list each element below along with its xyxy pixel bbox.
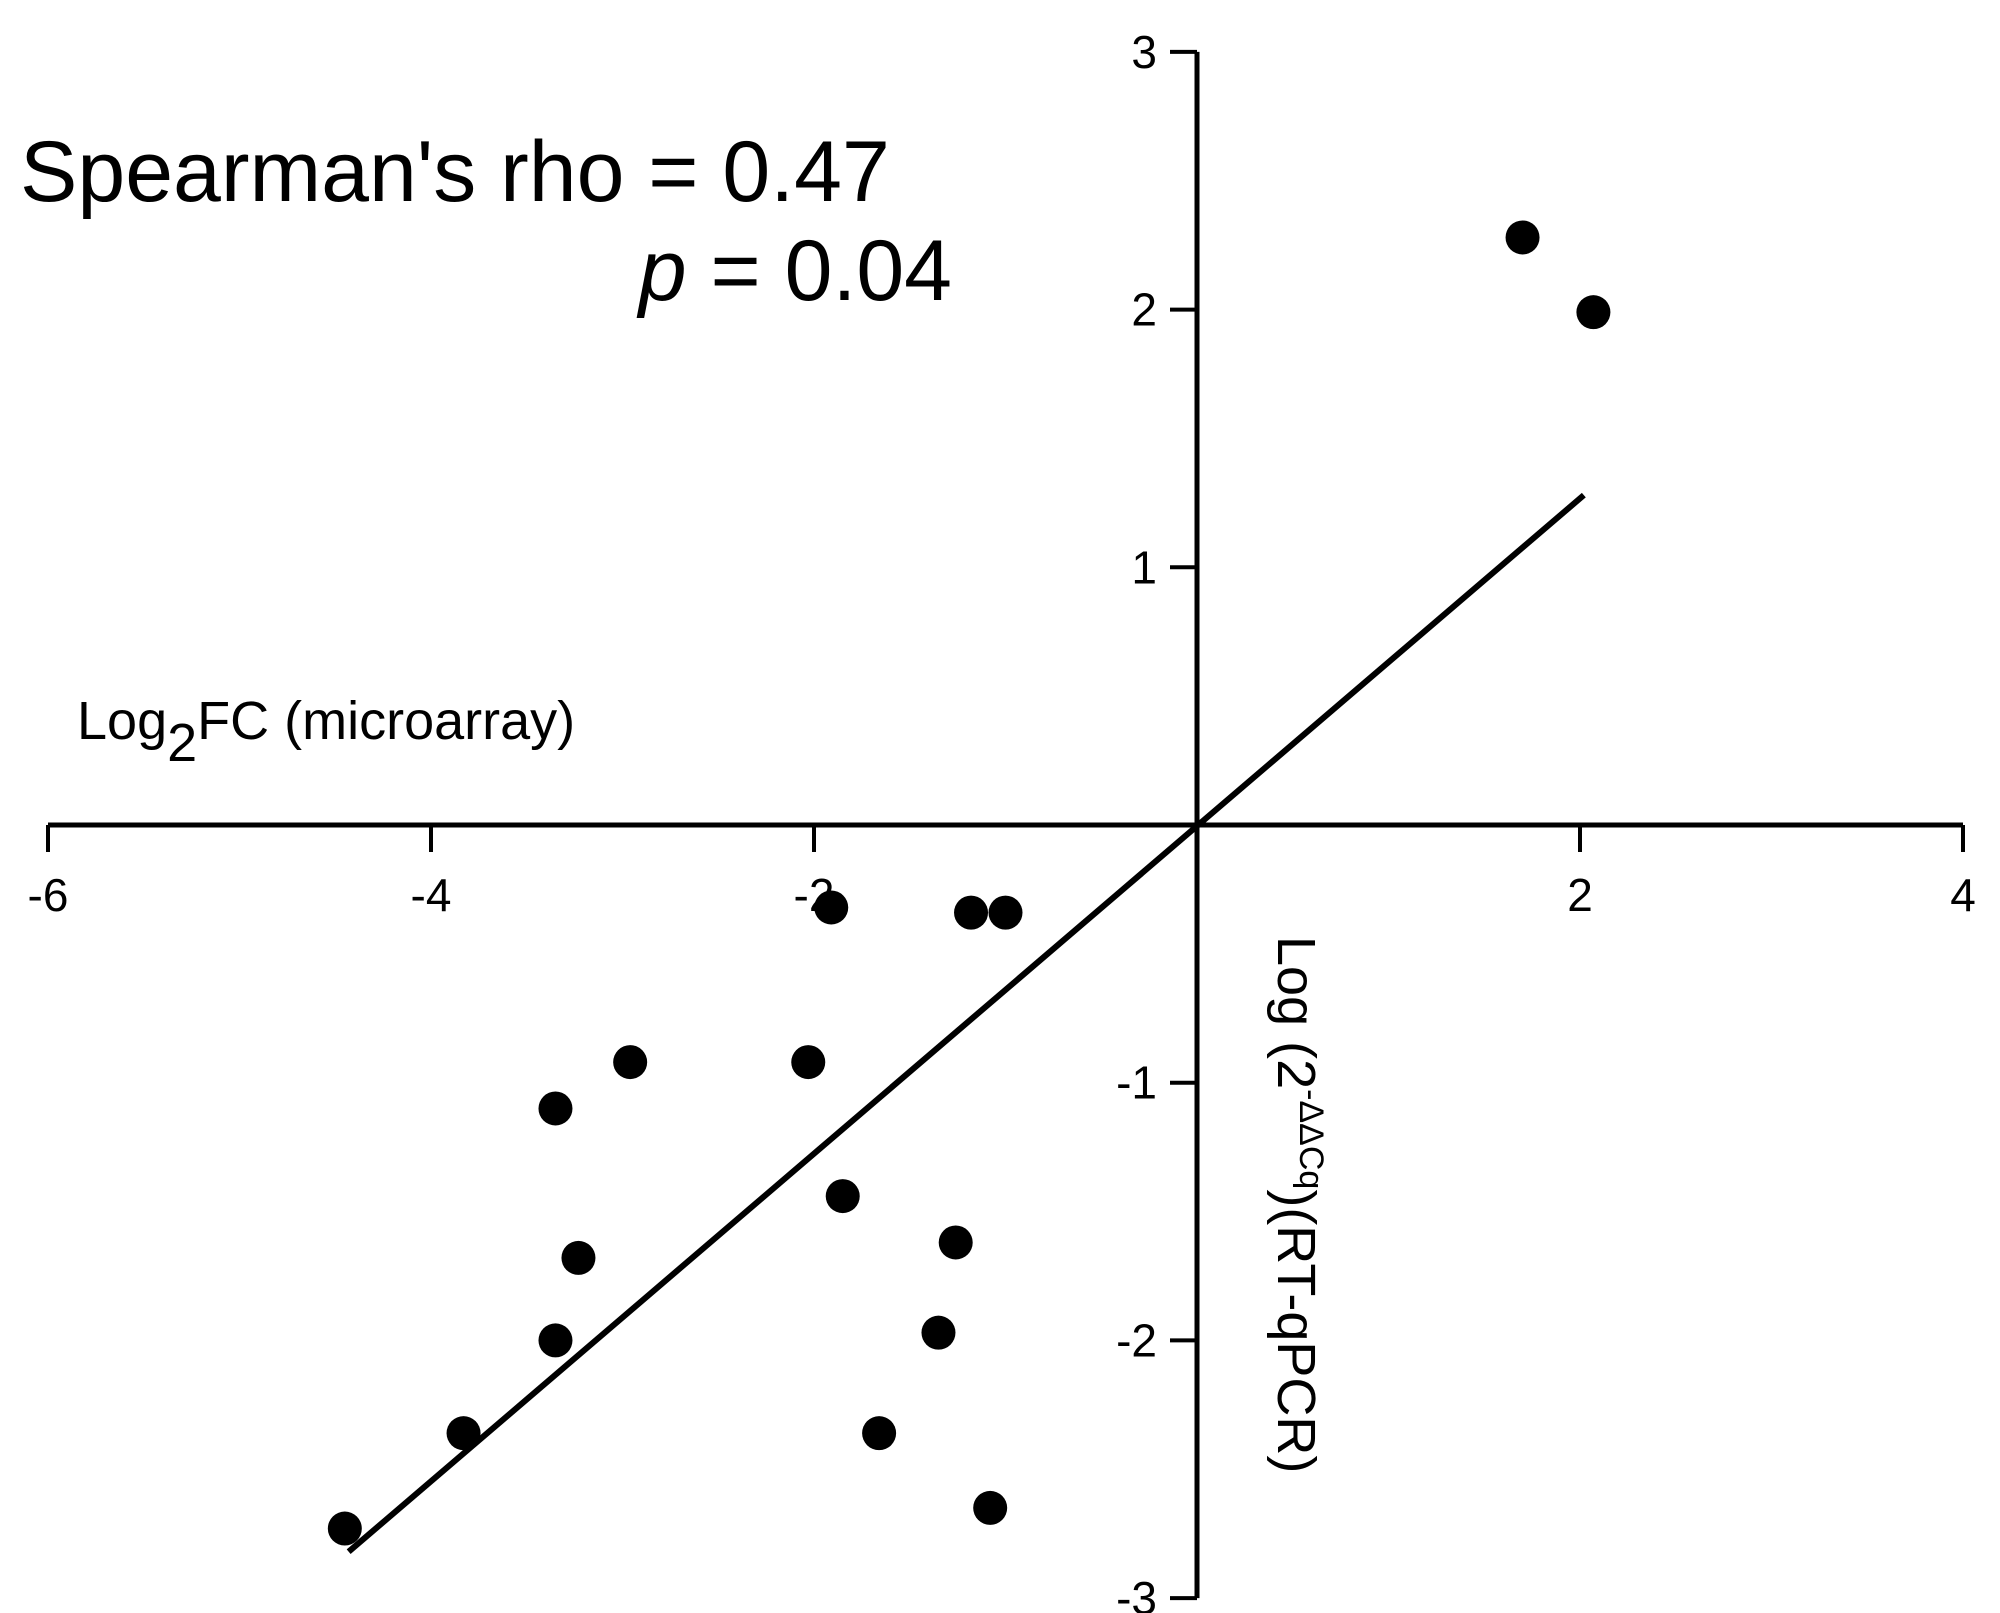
data-point bbox=[561, 1240, 596, 1275]
y-tick-label: 1 bbox=[1131, 541, 1157, 593]
spearman-annotation: Spearman's rho = 0.47 bbox=[20, 124, 890, 220]
data-point bbox=[1505, 220, 1540, 255]
y-tick-label: 2 bbox=[1131, 284, 1157, 336]
x-label-sub: 2 bbox=[167, 713, 197, 773]
y-tick-label: -3 bbox=[1116, 1572, 1157, 1613]
data-point bbox=[954, 895, 989, 930]
y-label-sup: -ΔΔCq bbox=[1292, 1089, 1330, 1189]
data-point bbox=[327, 1511, 362, 1546]
x-label-main: Log bbox=[77, 691, 167, 751]
data-point bbox=[825, 1179, 860, 1214]
data-point bbox=[988, 895, 1023, 930]
y-axis-label: Log (2-ΔΔCq)(RT-qPCR) bbox=[1266, 936, 1330, 1473]
y-tick-label: 3 bbox=[1131, 26, 1157, 78]
data-point bbox=[538, 1091, 573, 1126]
data-point bbox=[973, 1490, 1008, 1525]
data-point bbox=[791, 1045, 826, 1080]
y-tick-label: -2 bbox=[1116, 1314, 1157, 1366]
x-tick-label: 4 bbox=[1950, 869, 1976, 921]
x-tick-label: -6 bbox=[28, 869, 69, 921]
data-points bbox=[327, 220, 1611, 1546]
data-point bbox=[921, 1315, 956, 1350]
p-value-text: = 0.04 bbox=[687, 223, 952, 319]
axes bbox=[48, 51, 1963, 1599]
y-tick-label: -1 bbox=[1116, 1057, 1157, 1109]
data-point bbox=[446, 1416, 481, 1451]
x-tick-label: 2 bbox=[1567, 869, 1593, 921]
data-point bbox=[938, 1225, 973, 1260]
y-label-main: Log (2 bbox=[1266, 936, 1326, 1089]
data-point bbox=[538, 1323, 573, 1358]
data-point bbox=[613, 1045, 648, 1080]
p-symbol: p bbox=[636, 223, 687, 319]
data-point bbox=[814, 890, 849, 925]
data-point bbox=[1576, 295, 1611, 330]
x-label-rest: FC (microarray) bbox=[197, 691, 575, 751]
p-value-annotation: p = 0.04 bbox=[636, 223, 952, 319]
regression-line bbox=[346, 492, 1586, 1554]
x-axis-label: Log2FC (microarray) bbox=[77, 691, 575, 773]
data-point bbox=[862, 1416, 897, 1451]
x-tick-label: -4 bbox=[411, 869, 452, 921]
y-label-rest: )(RT-qPCR) bbox=[1266, 1189, 1326, 1473]
